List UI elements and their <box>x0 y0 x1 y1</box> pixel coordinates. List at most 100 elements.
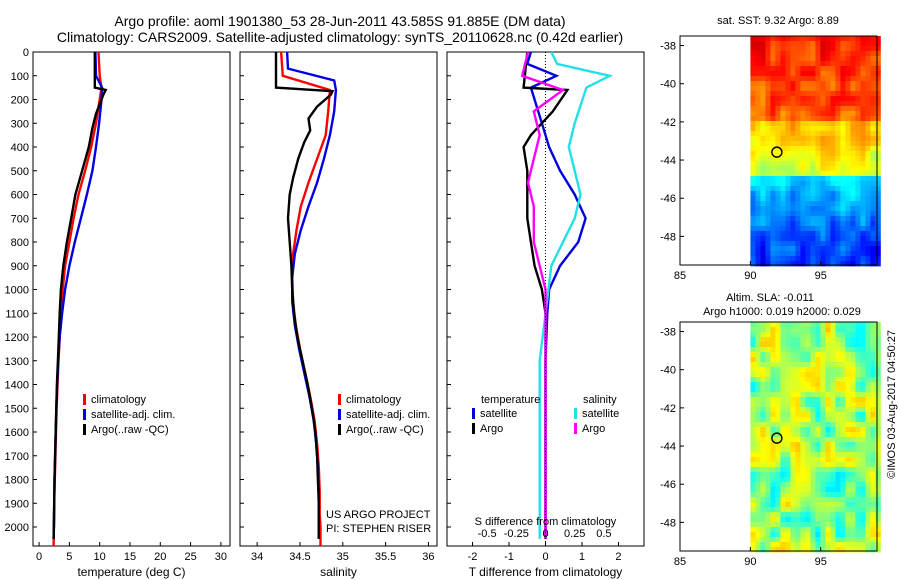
heatmap-cell <box>775 382 781 388</box>
heatmap-cell <box>760 81 766 87</box>
heatmap-cell <box>775 537 781 543</box>
heatmap-cell <box>790 61 796 67</box>
heatmap-cell <box>770 211 776 217</box>
heatmap-cell <box>760 156 766 162</box>
heatmap-cell <box>770 106 776 112</box>
heatmap-cell <box>850 342 856 348</box>
heatmap-cell <box>755 522 761 528</box>
heatmap-cell <box>840 156 846 162</box>
heatmap-cell <box>780 477 786 483</box>
heatmap-cell <box>865 111 871 117</box>
heatmap-cell <box>830 497 836 503</box>
heatmap-cell <box>795 402 801 408</box>
series-line-s-argo <box>520 51 566 539</box>
heatmap-cell <box>810 211 816 217</box>
heatmap-cell <box>840 322 846 328</box>
heatmap-cell <box>855 397 861 403</box>
heatmap-cell <box>825 151 831 157</box>
heatmap-cell <box>810 362 816 368</box>
heatmap-cell <box>840 236 846 242</box>
heatmap-cell <box>755 362 761 368</box>
heatmap-cell <box>815 442 821 448</box>
heatmap-cell <box>760 392 766 398</box>
lat-tick-label: -48 <box>660 231 676 243</box>
heatmap-cell <box>825 166 831 172</box>
heatmap-cell <box>820 51 826 57</box>
heatmap-cell <box>820 362 826 368</box>
heatmap-cell <box>825 211 831 217</box>
heatmap-cell <box>790 101 796 107</box>
heatmap-cell <box>865 186 871 192</box>
heatmap-cell <box>815 76 821 82</box>
heatmap-cell <box>835 547 841 553</box>
heatmap-cell <box>815 171 821 177</box>
heatmap-cell <box>835 171 841 177</box>
heatmap-cell <box>765 502 771 508</box>
heatmap-cell <box>770 51 776 57</box>
heatmap-cell <box>855 166 861 172</box>
heatmap-cell <box>780 166 786 172</box>
heatmap-cell <box>785 412 791 418</box>
heatmap-cell <box>810 176 816 182</box>
heatmap-cell <box>835 66 841 72</box>
heatmap-cell <box>800 196 806 202</box>
heatmap-cell <box>835 467 841 473</box>
heatmap-cell <box>845 156 851 162</box>
heatmap-cell <box>755 397 761 403</box>
heatmap-cell <box>765 131 771 137</box>
heatmap-cell <box>805 81 811 87</box>
heatmap-cell <box>760 66 766 72</box>
heatmap-cell <box>785 362 791 368</box>
heatmap-cell <box>860 542 866 548</box>
heatmap-cell <box>840 246 846 252</box>
heatmap-cell <box>795 216 801 222</box>
heatmap-cell <box>795 246 801 252</box>
heatmap-cell <box>820 196 826 202</box>
heatmap-cell <box>805 497 811 503</box>
heatmap-cell <box>775 362 781 368</box>
heatmap-cell <box>825 492 831 498</box>
heatmap-cell <box>810 246 816 252</box>
heatmap-cell <box>855 422 861 428</box>
heatmap-cell <box>795 146 801 152</box>
heatmap-cell <box>870 497 876 503</box>
heatmap-cell <box>805 166 811 172</box>
heatmap-cell <box>790 76 796 82</box>
heatmap-cell <box>850 452 856 458</box>
heatmap-cell <box>770 241 776 247</box>
heatmap-cell <box>850 507 856 513</box>
heatmap-cell <box>800 502 806 508</box>
heatmap-cell <box>765 537 771 543</box>
heatmap-cell <box>775 462 781 468</box>
heatmap-cell <box>830 337 836 343</box>
heatmap-cell <box>800 452 806 458</box>
heatmap-cell <box>775 121 781 127</box>
heatmap-cell <box>775 241 781 247</box>
heatmap-cell <box>860 261 866 267</box>
heatmap-cell <box>750 86 756 92</box>
heatmap-cell <box>850 327 856 333</box>
heatmap-cell <box>865 131 871 137</box>
heatmap-cell <box>760 407 766 413</box>
heatmap-cell <box>830 66 836 72</box>
heatmap-cell <box>775 412 781 418</box>
heatmap-cell <box>775 196 781 202</box>
heatmap-cell <box>870 151 876 157</box>
heatmap-cell <box>755 46 761 52</box>
heatmap-cell <box>840 472 846 478</box>
heatmap-cell <box>775 507 781 513</box>
heatmap-cell <box>765 477 771 483</box>
heatmap-cell <box>825 171 831 177</box>
heatmap-cell <box>775 342 781 348</box>
heatmap-cell <box>840 51 846 57</box>
heatmap-cell <box>840 241 846 247</box>
heatmap-cell <box>825 367 831 373</box>
heatmap-cell <box>865 236 871 242</box>
heatmap-cell <box>820 96 826 102</box>
heatmap-cell <box>840 76 846 82</box>
heatmap-cell <box>855 141 861 147</box>
heatmap-cell <box>850 201 856 207</box>
heatmap-cell <box>780 241 786 247</box>
heatmap-cell <box>830 432 836 438</box>
heatmap-cell <box>825 472 831 478</box>
